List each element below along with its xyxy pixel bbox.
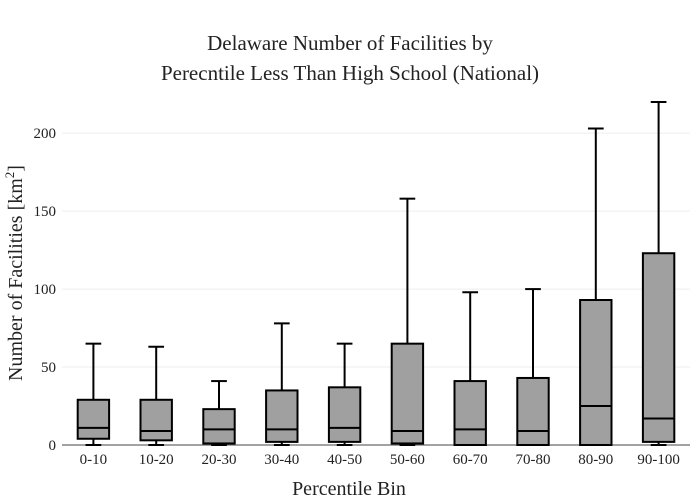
chart-title-line-2: Perecntile Less Than High School (Nation… xyxy=(161,61,539,85)
box-body xyxy=(202,408,236,445)
y-axis-title-main: Number of Facilities [km xyxy=(5,178,27,381)
y-axis-title: Number of Facilities [km2] xyxy=(2,165,27,381)
y-axis-title-end: ] xyxy=(5,165,27,172)
box-body xyxy=(516,376,550,446)
box-item xyxy=(641,101,676,446)
x-tick-label: 10-20 xyxy=(139,452,174,468)
box-body xyxy=(641,252,676,443)
box-item xyxy=(453,291,487,446)
x-tick-label: 60-70 xyxy=(453,452,488,468)
box-item xyxy=(327,342,362,446)
y-axis-title-superscript: 2 xyxy=(2,172,17,179)
box-item xyxy=(579,127,613,446)
x-tick-label: 0-10 xyxy=(80,452,108,468)
y-tick-label: 150 xyxy=(34,204,57,220)
box-body xyxy=(139,398,173,442)
box-body xyxy=(327,386,362,443)
box-item xyxy=(516,288,550,446)
box-item xyxy=(390,197,425,446)
x-axis-ticks: 0-10 10-20 20-30 30-40 40-50 50-60 60-70 70-80 8… xyxy=(80,452,680,468)
x-tick-label: 80-90 xyxy=(578,452,613,468)
x-axis-title: Percentile Bin xyxy=(292,478,406,500)
box-body xyxy=(453,380,487,446)
x-tick-label: 90-100 xyxy=(637,452,680,468)
y-tick-label: 50 xyxy=(41,360,56,376)
y-tick-label: 0 xyxy=(49,438,57,454)
box-series xyxy=(76,101,676,446)
x-tick-label: 20-30 xyxy=(202,452,237,468)
x-tick-label: 40-50 xyxy=(327,452,362,468)
box-body xyxy=(579,299,613,446)
box-item xyxy=(76,342,111,446)
x-tick-label: 30-40 xyxy=(264,452,299,468)
x-tick-label: 70-80 xyxy=(516,452,551,468)
box-item xyxy=(265,322,299,446)
box-body xyxy=(390,342,425,445)
box-body xyxy=(76,398,111,440)
y-tick-label: 200 xyxy=(34,126,57,142)
y-tick-label: 100 xyxy=(34,282,57,298)
x-tick-label: 50-60 xyxy=(390,452,425,468)
box-item xyxy=(139,345,173,446)
box-body xyxy=(265,389,299,443)
chart-title-line-1: Delaware Number of Facilities by xyxy=(207,31,493,55)
box-item xyxy=(202,380,236,446)
y-axis-ticks: 0 50 100 150 200 xyxy=(34,126,57,454)
